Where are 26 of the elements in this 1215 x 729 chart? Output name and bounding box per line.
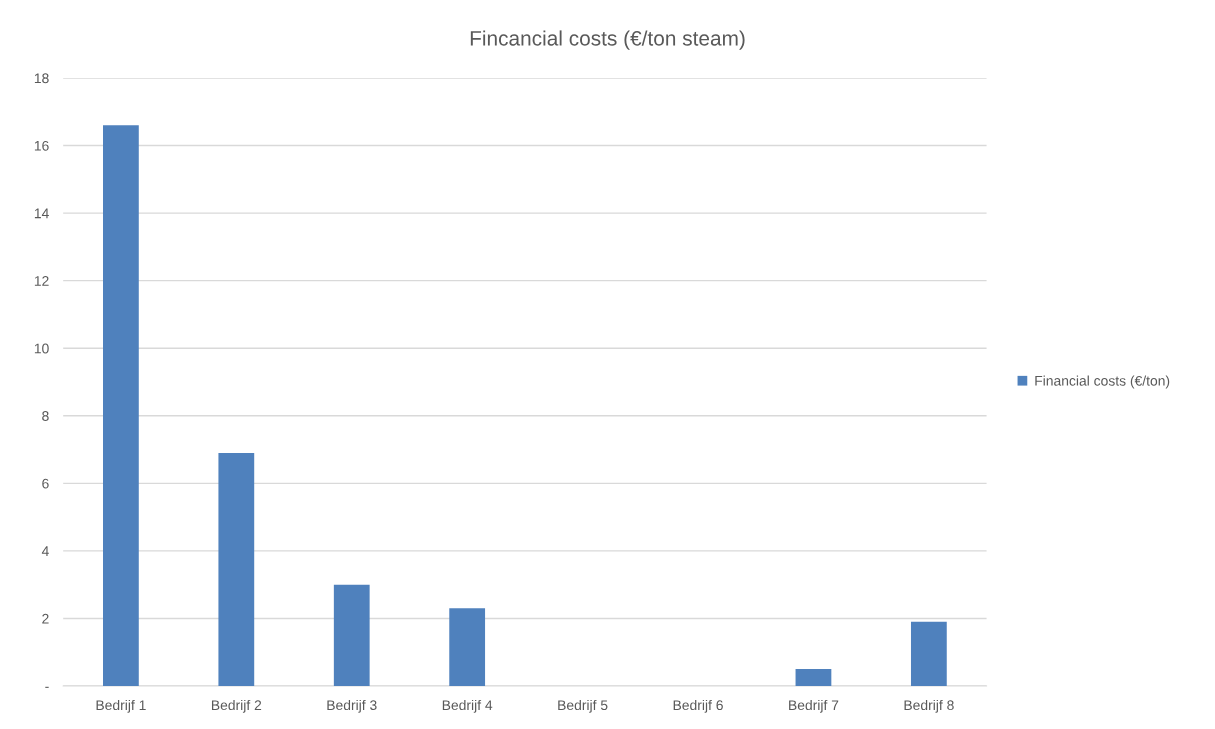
y-tick-label: 8 [42, 411, 49, 421]
x-tick-label: Bedrijf 3 [327, 699, 377, 713]
x-tick-label: Bedrijf 5 [558, 699, 608, 713]
legend-label: Financial costs (€/ton) [1035, 375, 1170, 389]
bar [218, 452, 255, 686]
bar [795, 669, 832, 686]
bar [333, 584, 370, 686]
x-tick-label: Bedrijf 8 [904, 699, 954, 713]
y-tick-label: - [45, 686, 49, 688]
bar [910, 621, 947, 686]
x-tick-label: Bedrijf 4 [442, 699, 493, 713]
bar [103, 125, 139, 686]
x-tick-label: Bedrijf 7 [789, 699, 839, 713]
y-tick-label: 18 [34, 73, 49, 84]
x-tick-label: Bedrijf 6 [673, 699, 723, 713]
y-tick-label: 2 [42, 613, 49, 624]
y-tick-label: 16 [34, 140, 49, 151]
x-tick-label: Bedrijf 1 [96, 699, 146, 713]
y-tick-label: 4 [41, 546, 49, 556]
y-tick-label: 12 [34, 276, 49, 286]
y-tick-label: 14 [34, 208, 49, 219]
x-tick-label: Bedrijf 2 [211, 699, 262, 713]
y-tick-label: 6 [42, 478, 49, 489]
chart-title: Fincancial costs (€/ton steam) [470, 30, 745, 50]
bar [449, 608, 486, 686]
y-tick-label: 10 [34, 343, 49, 354]
